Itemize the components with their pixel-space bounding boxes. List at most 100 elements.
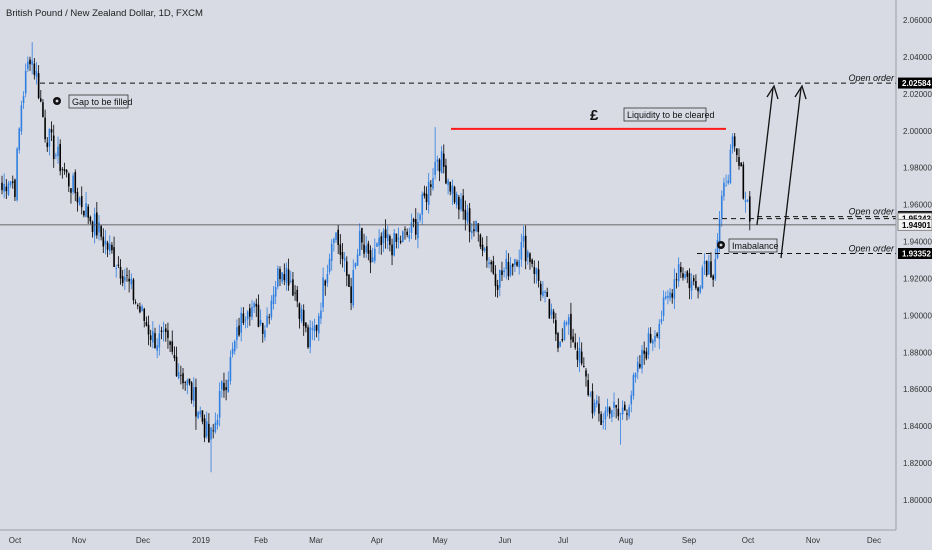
candle (613, 392, 615, 417)
candle (608, 406, 611, 419)
candle (684, 271, 686, 280)
candle (134, 299, 137, 305)
candle (300, 304, 303, 324)
candle (251, 300, 253, 321)
x-tick-label: Jul (558, 536, 568, 545)
candle (143, 307, 146, 328)
candle (654, 330, 656, 348)
candle (182, 368, 184, 390)
x-tick-label: 2019 (192, 536, 210, 545)
candle (48, 128, 51, 156)
candle (675, 272, 678, 289)
candle (285, 262, 288, 291)
candle (746, 199, 749, 203)
candle (3, 173, 5, 199)
candle (177, 363, 180, 380)
candle (117, 256, 120, 269)
candle (600, 411, 602, 426)
candle (397, 227, 400, 249)
candle (395, 233, 398, 249)
candle (268, 313, 271, 325)
candle (578, 337, 581, 373)
x-tick-label: Oct (9, 536, 22, 545)
candle (22, 91, 25, 109)
candle (128, 269, 130, 293)
candle (524, 225, 527, 270)
candle (14, 178, 16, 201)
x-tick-label: Oct (742, 536, 755, 545)
candle (214, 412, 217, 434)
candle (727, 174, 730, 185)
candle (33, 58, 36, 80)
candle (438, 158, 441, 182)
price-label: 2.02584 (902, 79, 931, 88)
candle (550, 303, 553, 319)
candle (298, 302, 301, 329)
candle (464, 200, 467, 231)
candle (384, 219, 387, 249)
gap-label: Gap to be filled (72, 97, 133, 107)
candle (449, 181, 452, 196)
candle (529, 252, 531, 270)
candle (473, 220, 475, 237)
candle (557, 331, 559, 353)
candle (20, 100, 23, 135)
candle (233, 339, 236, 355)
candle (561, 328, 564, 343)
y-tick-label: 1.88000 (903, 348, 932, 357)
x-tick-label: Nov (72, 536, 86, 545)
eye-icon (53, 97, 61, 105)
candle (499, 269, 501, 297)
candle (460, 192, 462, 212)
candle (352, 259, 355, 308)
candle (164, 324, 167, 342)
candle (139, 302, 141, 314)
imbalance-label: Imabalance (732, 241, 779, 251)
candle (313, 318, 316, 341)
candle (106, 240, 109, 258)
candle (52, 124, 55, 168)
candle (410, 213, 413, 240)
candle (458, 194, 460, 220)
candle (503, 267, 505, 278)
y-tick-label: 2.00000 (903, 127, 932, 136)
candle (102, 228, 105, 253)
candle (643, 341, 645, 365)
candle (673, 268, 676, 310)
candle (593, 399, 596, 416)
candle (272, 286, 275, 310)
candle (535, 267, 538, 284)
candle (440, 145, 443, 174)
candle (656, 332, 658, 339)
candle (246, 310, 249, 328)
candle (229, 350, 232, 385)
candle (175, 346, 178, 377)
candle (386, 225, 389, 250)
candle (602, 413, 605, 430)
price-label: 1.93352 (902, 250, 931, 259)
candle (350, 277, 352, 311)
y-tick-label: 1.84000 (903, 422, 932, 431)
candle (682, 267, 684, 281)
candle (121, 269, 124, 287)
candle (468, 203, 471, 243)
candle (494, 265, 497, 297)
candle (677, 257, 680, 287)
candle (509, 256, 512, 278)
x-tick-labels[interactable]: Oct Nov Dec 2019 Feb Mar Apr May Jun Jul Aug Sep Oct… (9, 536, 881, 545)
candle (555, 313, 557, 341)
candle (145, 316, 148, 327)
candle (188, 378, 191, 386)
candle (479, 233, 482, 250)
candle (158, 324, 161, 356)
candle (302, 304, 305, 336)
candle (111, 242, 113, 254)
candle (585, 367, 587, 387)
candle (606, 398, 609, 417)
candle (748, 191, 751, 231)
candle (253, 301, 255, 313)
candle (335, 232, 337, 243)
candle (341, 243, 344, 268)
candle (483, 246, 486, 253)
